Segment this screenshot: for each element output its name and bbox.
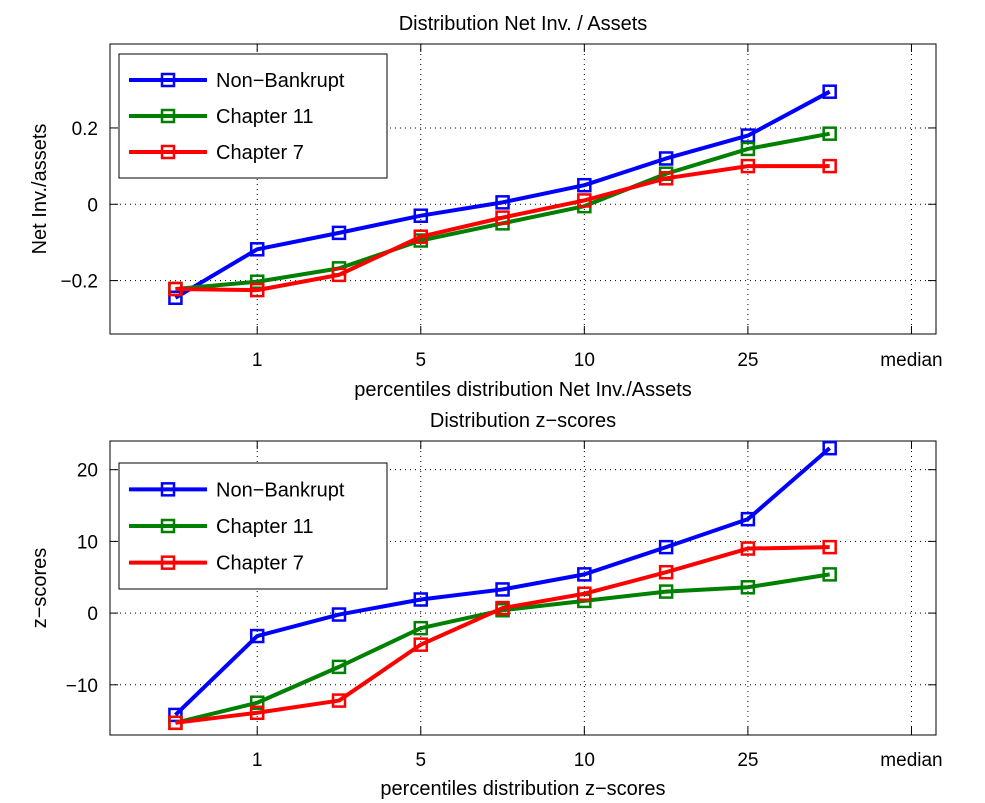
data-point xyxy=(331,267,347,283)
x-axis-label: percentiles distribution z−scores xyxy=(380,778,665,800)
legend-label: Non−Bankrupt xyxy=(216,479,345,501)
x-tick-label: 5 xyxy=(415,350,426,371)
data-point xyxy=(495,582,510,597)
data-point xyxy=(331,607,347,622)
chart-title: Distribution z−scores xyxy=(430,410,616,432)
data-point xyxy=(740,141,756,157)
legend-label: Chapter 11 xyxy=(216,516,313,538)
y-axis-label: Net Inv./assets xyxy=(29,124,51,255)
legend-label: Non−Bankrupt xyxy=(216,70,345,92)
axes-frame xyxy=(109,440,937,736)
x-tick-label: 1 xyxy=(252,350,263,371)
y-axis-label: z−scores xyxy=(29,548,51,629)
legend-swatch-marker xyxy=(160,518,176,534)
data-point xyxy=(249,695,265,710)
chart-title: Distribution Net Inv. / Assets xyxy=(399,13,648,35)
x-tick-label: median xyxy=(880,350,942,371)
data-point xyxy=(331,225,347,241)
series-line-2 xyxy=(175,164,830,293)
y-tick-label: 0 xyxy=(87,604,98,625)
data-point xyxy=(822,567,837,582)
data-point xyxy=(822,84,837,99)
data-point xyxy=(249,628,265,644)
axes-frame xyxy=(109,43,937,335)
x-tick-label: 10 xyxy=(574,350,595,371)
data-point xyxy=(495,210,510,225)
y-tick-label: 10 xyxy=(77,532,98,553)
legend-swatch-marker xyxy=(160,555,176,570)
data-point xyxy=(740,580,756,595)
data-point xyxy=(822,126,837,141)
data-point xyxy=(413,592,429,607)
x-axis-label: percentiles distribution Net Inv./Assets xyxy=(354,379,692,401)
series-line-0 xyxy=(174,89,831,300)
data-point xyxy=(658,584,674,599)
legend-swatch-marker xyxy=(160,144,176,160)
y-tick-label: 20 xyxy=(77,461,98,482)
data-point xyxy=(413,208,429,223)
data-point xyxy=(658,564,674,580)
chart-net-inv-assets: 1 5 10 25 median −0.2 0 0.2 Distribution Net Inv… xyxy=(29,13,943,401)
data-point xyxy=(331,659,347,675)
legend-label: Chapter 7 xyxy=(216,553,304,575)
data-point xyxy=(249,242,265,257)
y-tick-label: 0 xyxy=(87,195,98,216)
data-point xyxy=(413,229,429,244)
data-point xyxy=(577,193,592,208)
chart-z-scores: 1 5 10 25 median −10 0 10 20 Distribution z−score… xyxy=(29,410,943,800)
data-point xyxy=(658,539,674,555)
data-point xyxy=(249,705,265,721)
x-tick-label: 25 xyxy=(737,750,758,771)
legend-swatch-marker xyxy=(160,72,176,88)
data-point xyxy=(577,567,592,582)
x-tick-label: median xyxy=(880,750,942,771)
legend-swatch-marker xyxy=(160,482,176,497)
data-point xyxy=(658,151,674,166)
series-line-0 xyxy=(174,446,831,717)
data-point xyxy=(740,128,756,143)
legend-label: Chapter 7 xyxy=(216,142,304,164)
data-point xyxy=(413,637,429,652)
data-point xyxy=(822,158,837,174)
x-tick-label: 5 xyxy=(415,750,426,771)
series-line-2 xyxy=(175,545,830,725)
data-point xyxy=(577,586,592,601)
data-point xyxy=(495,600,510,616)
x-tick-label: 1 xyxy=(252,750,263,771)
data-point xyxy=(495,195,510,210)
x-tick-label: 25 xyxy=(737,350,758,371)
y-tick-label: −0.2 xyxy=(60,272,98,293)
data-point xyxy=(168,290,183,305)
y-tick-label: 0.2 xyxy=(72,119,98,140)
data-point xyxy=(740,511,756,527)
data-point xyxy=(249,274,265,289)
data-point xyxy=(577,177,592,193)
data-point xyxy=(413,620,429,636)
data-point xyxy=(740,541,756,556)
data-point xyxy=(740,158,756,174)
y-tick-label: −10 xyxy=(66,676,98,697)
x-tick-label: 10 xyxy=(574,750,595,771)
legend-label: Chapter 11 xyxy=(216,106,313,128)
data-point xyxy=(249,282,265,298)
legend-swatch-marker xyxy=(160,108,176,124)
data-point xyxy=(168,281,183,297)
data-point xyxy=(658,171,674,186)
data-point xyxy=(822,539,837,555)
data-point xyxy=(822,440,837,456)
data-point xyxy=(168,715,183,731)
data-point xyxy=(331,693,347,708)
